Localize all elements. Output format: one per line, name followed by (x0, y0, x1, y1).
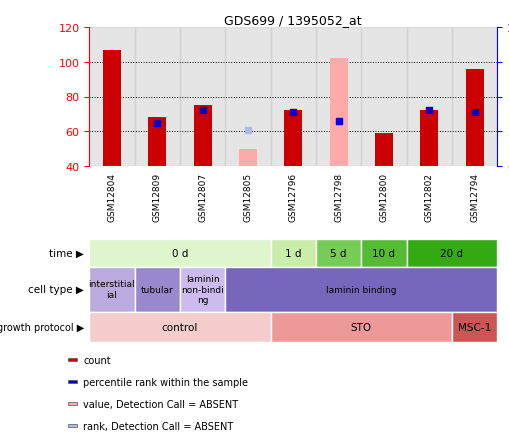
Bar (270, 312, 451, 342)
Bar (419, 111, 437, 167)
Bar (180, 28, 225, 167)
Bar (180, 267, 225, 312)
Text: STO: STO (350, 322, 371, 332)
Bar (68, 358, 77, 362)
Point (334, 118, 342, 125)
Bar (451, 312, 496, 342)
Bar (406, 239, 496, 267)
Bar (315, 28, 360, 167)
Bar (374, 134, 392, 167)
Bar (68, 401, 77, 405)
Bar (406, 28, 451, 167)
Bar (134, 267, 180, 312)
Text: control: control (161, 322, 197, 332)
Text: 20 d: 20 d (440, 248, 463, 258)
Bar (465, 69, 483, 167)
Text: count: count (83, 355, 110, 365)
Text: 1 d: 1 d (285, 248, 301, 258)
Text: time ▶: time ▶ (49, 248, 84, 258)
Bar (225, 267, 496, 312)
Text: MSC-1: MSC-1 (457, 322, 490, 332)
Text: laminin
non-bindi
ng: laminin non-bindi ng (181, 275, 223, 304)
Bar (89, 239, 270, 267)
Text: rank, Detection Call = ABSENT: rank, Detection Call = ABSENT (83, 421, 233, 431)
Text: interstitial
ial: interstitial ial (89, 280, 135, 299)
Bar (89, 312, 270, 342)
Bar (451, 28, 496, 167)
Text: 10 d: 10 d (372, 248, 394, 258)
Bar (284, 111, 302, 167)
Bar (193, 106, 211, 167)
Point (425, 108, 433, 115)
Text: tubular: tubular (140, 285, 173, 294)
Text: percentile rank within the sample: percentile rank within the sample (83, 377, 247, 387)
Point (289, 109, 297, 116)
Bar (315, 239, 360, 267)
Bar (103, 50, 121, 167)
Bar (225, 28, 270, 167)
Bar (68, 424, 77, 427)
Bar (148, 118, 166, 167)
Text: 0 d: 0 d (172, 248, 188, 258)
Text: laminin binding: laminin binding (325, 285, 395, 294)
Bar (270, 239, 315, 267)
Bar (360, 239, 406, 267)
Text: growth protocol ▶: growth protocol ▶ (0, 322, 84, 332)
Bar (360, 28, 406, 167)
Point (470, 109, 478, 116)
Point (243, 127, 251, 134)
Bar (270, 28, 315, 167)
Bar (89, 28, 134, 167)
Bar (329, 59, 347, 167)
Text: value, Detection Call = ABSENT: value, Detection Call = ABSENT (83, 399, 238, 409)
Bar (238, 149, 257, 167)
Text: cell type ▶: cell type ▶ (28, 285, 84, 295)
Title: GDS699 / 1395052_at: GDS699 / 1395052_at (224, 14, 361, 27)
Bar (134, 28, 180, 167)
Bar (89, 267, 134, 312)
Point (153, 120, 161, 127)
Text: 5 d: 5 d (330, 248, 346, 258)
Bar (68, 380, 77, 383)
Point (198, 108, 206, 115)
